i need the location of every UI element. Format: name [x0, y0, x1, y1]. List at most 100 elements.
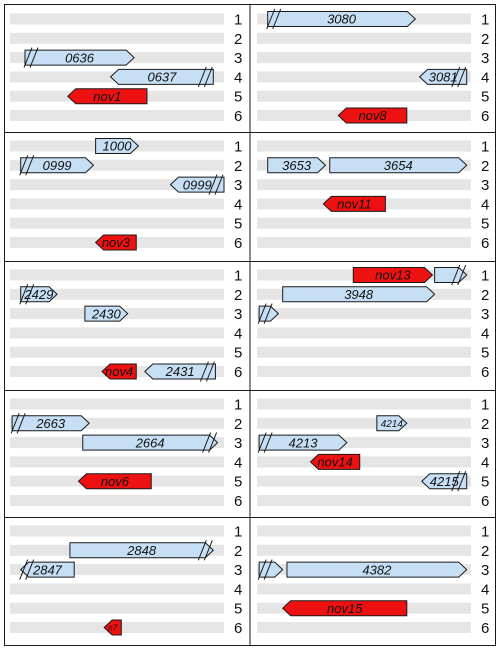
frame-track-6	[257, 622, 471, 633]
novel-gene-nov15: nov15	[281, 600, 408, 617]
frame-track-1	[10, 398, 224, 410]
gene-label: nov4	[105, 364, 133, 379]
frame-track-1	[10, 13, 224, 25]
gene-break-left	[257, 432, 273, 453]
gene-label: 0637	[147, 70, 177, 85]
frame-label-5: 5	[481, 345, 489, 362]
frame-label-1: 1	[234, 524, 242, 541]
gene-break-left	[23, 47, 39, 68]
frame-track-4	[257, 327, 471, 339]
frame-track-1	[257, 140, 471, 152]
known-gene-1000: 1000	[95, 138, 140, 154]
gene-arrow	[322, 195, 386, 212]
gene-break-right	[451, 471, 467, 492]
frame-track-4	[10, 327, 224, 339]
panel-9: 1 2 3 4 5 6 2848 2847 n7	[10, 524, 242, 637]
gene-label: nov8	[358, 108, 387, 123]
known-gene-2431: 2431	[144, 361, 216, 382]
panel-7: 1 2 3 4 5 6 2663 2664 nov6	[10, 397, 242, 510]
frame-label-4: 4	[234, 581, 242, 598]
frame-label-5: 5	[481, 89, 489, 106]
frame-track-6	[10, 495, 224, 506]
gene-arrow	[329, 157, 468, 174]
gene-break-left	[257, 303, 273, 324]
panel-4: 1 2 3 4 5 6 3653 3654 nov11	[257, 139, 489, 252]
gene-label: nov3	[102, 235, 131, 250]
frame-label-5: 5	[481, 474, 489, 491]
frame-label-3: 3	[234, 562, 242, 579]
known-gene-3080: 3080	[266, 8, 417, 30]
frame-label-1: 1	[234, 268, 242, 285]
frame-track-2	[10, 32, 224, 44]
frame-label-6: 6	[481, 108, 489, 125]
novel-gene-nov6: nov6	[77, 473, 152, 490]
frame-track-2	[10, 159, 224, 171]
known-gene-3653: 3653	[267, 157, 327, 174]
gene-label: n7	[108, 623, 117, 632]
frame-track-6	[257, 366, 471, 377]
frame-label-1: 1	[234, 139, 242, 156]
novel-gene-nov14: nov14	[309, 453, 361, 470]
gene-arrow	[282, 286, 436, 303]
novel-gene-n7: n7	[103, 619, 122, 636]
gene-label: 2847	[32, 562, 63, 577]
gene-arrow	[281, 600, 408, 617]
frame-label-3: 3	[234, 306, 242, 323]
frame-label-6: 6	[234, 493, 242, 510]
frame-label-5: 5	[481, 216, 489, 233]
gene-arrow	[309, 453, 361, 470]
known-gene-2848: 2848	[69, 540, 215, 561]
gene-arrow	[67, 88, 148, 105]
novel-gene-nov3: nov3	[94, 234, 137, 251]
gene-arrow	[20, 286, 58, 303]
gene-label: nov1	[93, 89, 121, 104]
frame-track-4	[257, 71, 471, 83]
frame-track-3	[257, 308, 471, 320]
frame-track-5	[10, 217, 224, 229]
panel-2: 1 2 3 4 5 6 3080 3081 nov8	[257, 8, 489, 125]
known-gene-2664: 2664	[82, 432, 219, 453]
frame-track-3	[10, 179, 224, 191]
frame-label-5: 5	[481, 601, 489, 618]
frame-label-6: 6	[234, 235, 242, 252]
frame-label-4: 4	[234, 196, 242, 213]
frame-label-2: 2	[234, 416, 242, 433]
gene-arrow	[95, 138, 140, 154]
gene-arrow	[103, 619, 122, 636]
frame-track-3	[257, 437, 471, 449]
gene-label: 3080	[327, 12, 357, 27]
known-gene-2663: 2663	[10, 413, 90, 434]
gene-label: 4213	[289, 435, 319, 450]
frame-label-4: 4	[481, 454, 489, 471]
frame-label-3: 3	[481, 177, 489, 194]
gene-arrow	[337, 107, 408, 124]
frame-track-5	[257, 90, 471, 102]
frame-label-1: 1	[481, 139, 489, 156]
gene-break-left	[257, 559, 273, 580]
panel-8: 1 2 3 4 5 6 4214 4213 nov14 4215	[257, 397, 489, 510]
panel-1: 1 2 3 4 5 6 0636 0637 nov1	[10, 12, 242, 125]
frame-track-5	[257, 217, 471, 229]
gene-label: 3653	[282, 158, 312, 173]
frame-label-2: 2	[481, 31, 489, 48]
panel-10: 1 2 3 4 5 6 4382 nov15	[257, 524, 489, 637]
gene-arrow	[376, 415, 408, 432]
frame-label-2: 2	[234, 158, 242, 175]
known-gene-0999: 0999	[169, 174, 225, 195]
frame-label-1: 1	[481, 397, 489, 414]
gene-break-left	[19, 559, 35, 580]
gene-break-right	[197, 66, 213, 88]
gene-break-right	[197, 540, 213, 561]
frame-track-4	[10, 198, 224, 210]
gene-arrow	[109, 68, 214, 85]
gene-label: 2664	[135, 435, 165, 450]
frame-label-6: 6	[481, 493, 489, 510]
frame-label-3: 3	[481, 306, 489, 323]
frame-track-4	[257, 583, 471, 595]
gene-label: 2848	[126, 543, 157, 558]
frame-label-1: 1	[481, 268, 489, 285]
frame-track-2	[257, 32, 471, 44]
frame-track-3	[10, 564, 224, 576]
frame-track-5	[257, 475, 471, 487]
known-gene-fragment	[257, 559, 284, 580]
